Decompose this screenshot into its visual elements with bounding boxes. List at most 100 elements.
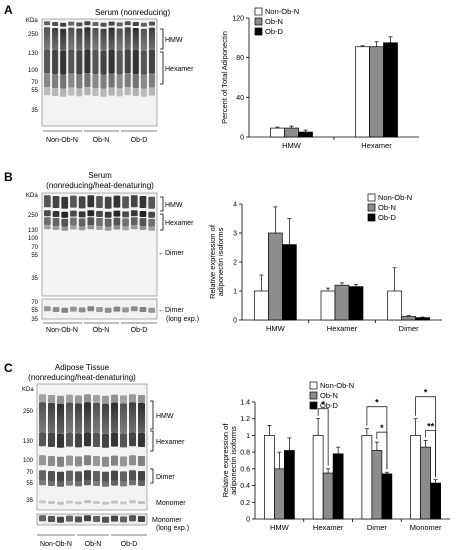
x-tick-label: Hexamer [327, 324, 358, 333]
blot-band [48, 471, 55, 481]
significance-label: * [375, 398, 379, 408]
blot-band [57, 456, 64, 467]
blot-band [102, 471, 109, 482]
blot-band [129, 479, 136, 486]
blot-band [122, 226, 129, 231]
blot-band [116, 50, 123, 75]
blot-c-group-label: Ob-N [85, 541, 102, 548]
blot-band [68, 49, 75, 74]
blot-band [116, 74, 123, 89]
blot-band [57, 395, 64, 404]
blot-band [104, 226, 112, 231]
blot-band [78, 211, 86, 218]
blot-a-marker: 250 [28, 32, 39, 38]
blot-band [44, 210, 51, 217]
blot-band [84, 470, 91, 481]
blot-band [48, 456, 55, 466]
blot-band [92, 28, 99, 50]
blot-band [66, 394, 73, 403]
blot-a-title: Serum (nonreducing) [95, 8, 170, 17]
blot-band [93, 433, 100, 447]
blot-a-hmw-bracket [160, 28, 164, 50]
blot-c-marker: 100 [23, 458, 34, 464]
bar [371, 450, 383, 520]
blot-c-long-exp-label: (long exp.) [156, 525, 189, 532]
blot-c-subtitle: (nonreducing/heat-denaturing) [28, 373, 136, 382]
blot-band [124, 73, 131, 88]
blot-b-dimer-long-label: ←Dimer [158, 307, 184, 314]
legend-swatch [367, 203, 376, 212]
legend-swatch [367, 213, 376, 222]
blot-band [148, 218, 155, 227]
blot-band [130, 195, 138, 208]
bar [420, 446, 431, 520]
legend-swatch [309, 401, 318, 410]
blot-c-kda-label: KDa [22, 387, 34, 393]
blot-band [61, 307, 69, 313]
y-tick-label: 0 [246, 517, 250, 524]
blot-band [129, 455, 136, 466]
blot-band [122, 196, 129, 209]
blot-band [61, 211, 69, 218]
blot-band [148, 49, 155, 74]
blot-band [75, 471, 82, 482]
blot-band [102, 480, 109, 487]
y-tick-label: 1.2 [240, 416, 250, 423]
blot-band [84, 49, 91, 74]
blot-band [92, 88, 99, 96]
blot-b-marker: 35 [31, 317, 38, 323]
blot-band [93, 480, 100, 486]
blot-band [52, 218, 60, 226]
y-tick-label: 80 [236, 55, 244, 62]
blot-band [44, 87, 51, 96]
bar [274, 468, 285, 520]
blot-band [44, 195, 51, 208]
y-tick-label: 0.6 [240, 466, 250, 473]
blot-b-marker: 70 [31, 245, 38, 251]
blot-band [124, 21, 131, 26]
blot-band [92, 22, 99, 26]
blot-b-long-exp-label: (long exp.) [166, 316, 199, 323]
blot-band [138, 395, 145, 403]
blot-a-marker: 100 [28, 68, 39, 74]
chart-b: 0 1 2 3 4 Relative expression of adiponectin i… [208, 193, 442, 333]
blot-band [48, 403, 55, 433]
y-axis-label: Percent of Total Adiponectin [220, 31, 229, 124]
x-tick-label: Hexamer [361, 141, 392, 150]
blot-band [93, 456, 100, 466]
blot-c-monomer-long-label: Monomer [152, 517, 182, 524]
blot-band [111, 432, 118, 447]
y-tick-label: 4 [233, 202, 237, 209]
blot-c-marker: 250 [23, 409, 34, 415]
blot-band [113, 217, 121, 226]
blot-band [120, 403, 127, 434]
blot-band [84, 432, 91, 447]
blot-a-markers: 250 130 100 70 55 35 [28, 32, 39, 114]
blot-band [122, 307, 129, 313]
blot-band [102, 395, 109, 404]
blot-band [66, 515, 73, 522]
y-tick-label: 0.8 [240, 450, 250, 457]
legend-label: Ob-D [265, 27, 284, 36]
blot-b-hexamer-label: Hexamer [165, 220, 194, 227]
bar [415, 317, 431, 321]
blot-band [76, 28, 83, 51]
blot-band [108, 21, 115, 26]
blot-band [108, 73, 115, 88]
chart-a: 0 40 80 120 Percent of Total Adiponectin HMW H… [220, 7, 419, 150]
blot-band [68, 21, 75, 26]
blot-c-dimer-bracket [150, 468, 154, 484]
blot-band [111, 500, 118, 504]
blot-b-title: Serum [88, 171, 112, 180]
blot-a-kda-label: KDa [26, 18, 38, 24]
blot-band [148, 196, 155, 209]
legend-label: Ob-D [320, 401, 339, 410]
blot-band [87, 210, 95, 217]
blot-band [100, 28, 107, 51]
blot-band [39, 479, 46, 486]
y-tick-label: 0 [233, 318, 237, 325]
blot-band [84, 500, 91, 504]
blot-c-hmw-bracket [150, 400, 154, 430]
blot-band [148, 226, 155, 231]
